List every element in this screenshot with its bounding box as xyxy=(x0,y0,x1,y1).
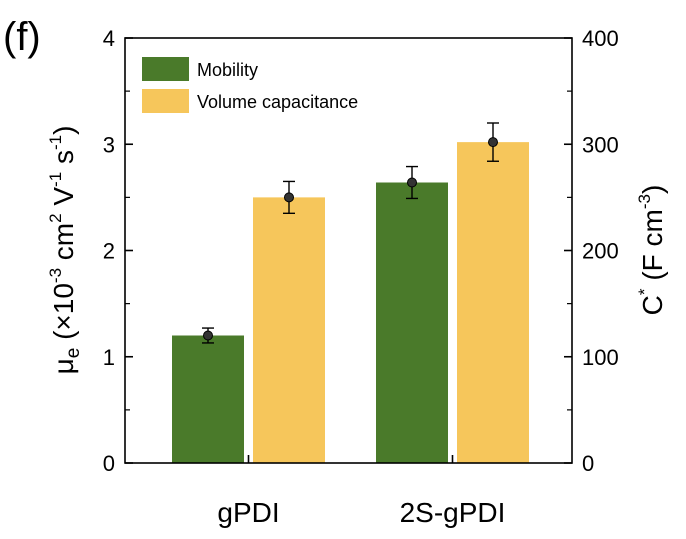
bars-layer xyxy=(172,142,529,463)
right-tick-label: 0 xyxy=(582,451,594,476)
bar-mobility-1 xyxy=(376,182,448,463)
category-labels: gPDI 2S-gPDI xyxy=(217,455,505,528)
left-tick-label: 3 xyxy=(103,132,115,157)
right-tick-label: 100 xyxy=(582,345,619,370)
legend-swatch-mobility xyxy=(142,57,189,81)
right-tick-label: 200 xyxy=(582,239,619,264)
mean-point-mobility-1 xyxy=(407,177,417,188)
panel-label: (f) xyxy=(3,15,41,59)
right-tick-label: 400 xyxy=(582,26,619,51)
mean-point-capacitance-1 xyxy=(488,137,498,148)
left-axis-ticks: 0 1 2 3 4 xyxy=(103,26,133,476)
category-label: 2S-gPDI xyxy=(400,497,506,528)
bar-capacitance-1 xyxy=(457,142,529,463)
legend-swatch-capacitance xyxy=(142,89,189,113)
legend-label-mobility: Mobility xyxy=(197,60,258,80)
mean-point-capacitance-0 xyxy=(284,192,294,203)
legend: Mobility Volume capacitance xyxy=(142,57,358,113)
left-tick-label: 2 xyxy=(103,239,115,264)
left-tick-label: 0 xyxy=(103,451,115,476)
right-axis-label: C* (F cm-3) xyxy=(635,185,668,316)
mean-point-mobility-0 xyxy=(203,330,213,341)
errorbars-layer xyxy=(202,122,499,344)
category-label: gPDI xyxy=(217,497,279,528)
left-tick-label: 4 xyxy=(103,26,115,51)
left-axis-label: μe (×10-3 cm2 V-1 s-1) xyxy=(46,126,84,375)
bar-capacitance-0 xyxy=(253,197,325,463)
bar-mobility-0 xyxy=(172,335,244,463)
right-axis-ticks: 0 100 200 300 400 xyxy=(564,26,619,476)
right-tick-label: 300 xyxy=(582,132,619,157)
left-tick-label: 1 xyxy=(103,345,115,370)
legend-label-capacitance: Volume capacitance xyxy=(197,92,358,112)
